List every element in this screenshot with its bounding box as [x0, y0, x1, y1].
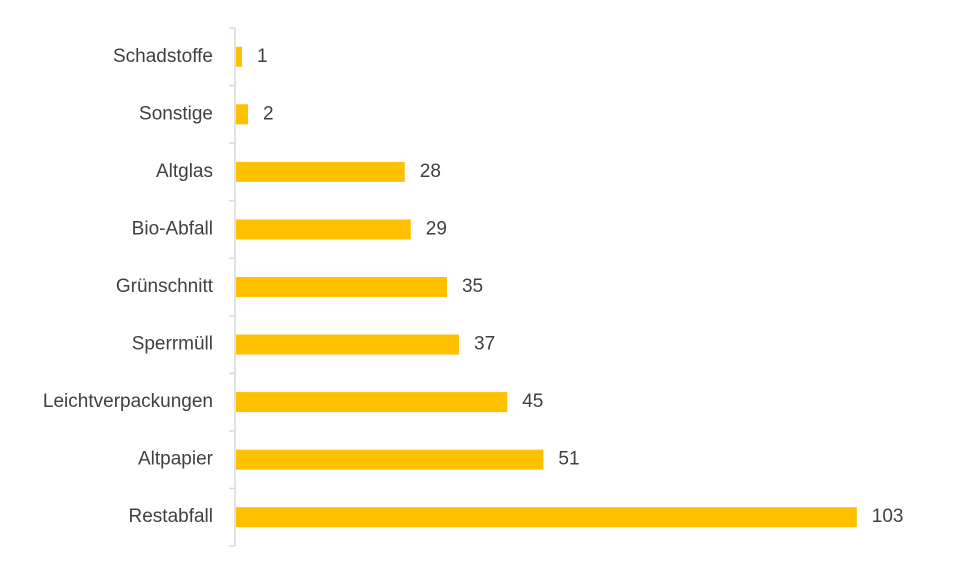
value-label: 28: [420, 161, 441, 182]
category-label: Bio-Abfall: [132, 218, 213, 239]
category-label: Sonstige: [139, 103, 213, 124]
category-label: Grünschnitt: [116, 276, 214, 297]
value-label: 103: [872, 506, 904, 527]
bar-7: [236, 449, 544, 470]
bar-3: [236, 219, 411, 240]
bar-4: [236, 277, 447, 297]
bar-2: [236, 161, 405, 182]
value-label: 35: [462, 276, 483, 297]
value-labels: 1 2 28 29 35 37 45 51 103: [257, 46, 903, 527]
value-label: 37: [474, 334, 495, 355]
bar-8: [236, 507, 857, 528]
category-label: Restabfall: [129, 506, 214, 527]
value-label: 45: [522, 391, 543, 412]
category-label: Altpapier: [138, 449, 214, 470]
bar-5: [236, 334, 460, 355]
category-label: Leichtverpackungen: [43, 391, 213, 412]
value-label: 2: [263, 103, 274, 124]
bars: [236, 46, 857, 528]
value-label: 29: [426, 218, 447, 239]
axis-ticks: [229, 27, 235, 547]
value-label: 51: [558, 449, 579, 470]
bar-1: [236, 104, 249, 125]
bar-6: [236, 392, 508, 413]
category-label: Schadstoffe: [113, 46, 213, 67]
value-label: 1: [257, 46, 268, 67]
category-labels: Schadstoffe Sonstige Altglas Bio-Abfall Grün…: [43, 46, 214, 527]
category-label: Altglas: [156, 161, 213, 182]
bar-0: [236, 46, 243, 67]
category-label: Sperrmüll: [132, 334, 213, 355]
